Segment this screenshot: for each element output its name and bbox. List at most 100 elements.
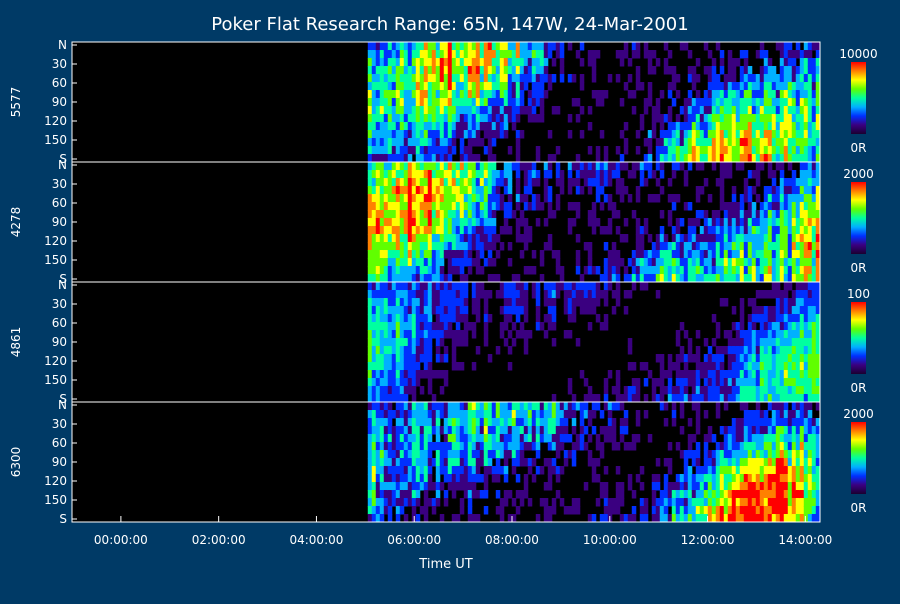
- emission-cell: [767, 354, 773, 363]
- emission-cell: [399, 338, 405, 347]
- emission-cell: [691, 82, 697, 91]
- emission-cell: [459, 82, 465, 91]
- emission-cell: [675, 234, 681, 243]
- emission-cell: [607, 194, 613, 203]
- emission-cell: [635, 66, 641, 75]
- emission-cell: [755, 354, 761, 363]
- emission-cell: [387, 194, 393, 203]
- emission-cell: [559, 170, 565, 179]
- emission-cell: [723, 274, 729, 283]
- emission-cell: [515, 82, 521, 91]
- emission-cell: [703, 466, 709, 475]
- emission-cell: [495, 130, 501, 139]
- emission-cell: [767, 394, 773, 403]
- emission-cell: [723, 226, 729, 235]
- emission-cell: [411, 306, 417, 315]
- emission-cell: [651, 482, 657, 491]
- emission-cell: [647, 130, 653, 139]
- emission-cell: [719, 514, 725, 523]
- emission-cell: [415, 90, 421, 99]
- emission-cell: [515, 130, 521, 139]
- emission-cell: [631, 266, 637, 275]
- emission-cell: [487, 410, 493, 419]
- emission-cell: [743, 114, 749, 123]
- emission-cell: [379, 370, 385, 379]
- emission-cell: [743, 394, 749, 403]
- emission-cell: [371, 514, 377, 523]
- emission-cell: [395, 474, 401, 483]
- emission-cell: [627, 362, 633, 371]
- emission-cell: [463, 186, 469, 195]
- emission-cell: [499, 170, 505, 179]
- emission-cell: [767, 202, 773, 211]
- emission-cell: [551, 282, 557, 291]
- emission-cell: [579, 74, 585, 83]
- emission-cell: [779, 194, 785, 203]
- emission-cell: [811, 322, 817, 331]
- emission-cell: [463, 298, 469, 307]
- emission-cell: [595, 434, 601, 443]
- emission-cell: [507, 330, 513, 339]
- emission-cell: [707, 82, 713, 91]
- emission-cell: [647, 274, 653, 283]
- emission-cell: [767, 346, 773, 355]
- emission-cell: [519, 58, 525, 67]
- emission-cell: [423, 338, 429, 347]
- emission-cell: [767, 242, 773, 251]
- emission-cell: [791, 178, 797, 187]
- emission-cell: [691, 258, 697, 267]
- emission-cell: [475, 250, 481, 259]
- emission-cell: [623, 426, 629, 435]
- emission-cell: [483, 442, 489, 451]
- emission-cell: [743, 418, 749, 427]
- emission-cell: [719, 498, 725, 507]
- emission-cell: [651, 242, 657, 251]
- emission-cell: [667, 266, 673, 275]
- emission-cell: [427, 114, 433, 123]
- emission-cell: [471, 306, 477, 315]
- emission-cell: [379, 290, 385, 299]
- emission-cell: [439, 82, 445, 91]
- emission-cell: [479, 50, 485, 59]
- emission-cell: [503, 66, 509, 75]
- emission-cell: [443, 90, 449, 99]
- emission-cell: [659, 402, 665, 411]
- emission-cell: [531, 282, 537, 291]
- emission-cell: [763, 50, 769, 59]
- emission-cell: [511, 282, 517, 291]
- emission-cell: [447, 74, 453, 83]
- emission-cell: [367, 290, 373, 299]
- emission-cell: [775, 210, 781, 219]
- emission-cell: [763, 306, 769, 315]
- emission-cell: [399, 114, 405, 123]
- emission-cell: [627, 274, 633, 283]
- emission-cell: [663, 154, 669, 163]
- emission-cell: [779, 98, 785, 107]
- emission-cell: [767, 258, 773, 267]
- emission-cell: [715, 474, 721, 483]
- emission-cell: [787, 178, 793, 187]
- emission-cell: [779, 114, 785, 123]
- emission-cell: [743, 346, 749, 355]
- emission-cell: [607, 370, 613, 379]
- emission-cell: [747, 426, 753, 435]
- emission-cell: [567, 282, 573, 291]
- emission-cell: [403, 346, 409, 355]
- emission-cell: [743, 506, 749, 515]
- emission-cell: [431, 282, 437, 291]
- emission-cell: [527, 410, 533, 419]
- emission-cell: [543, 314, 549, 323]
- emission-cell: [799, 178, 805, 187]
- emission-cell: [439, 114, 445, 123]
- emission-cell: [655, 258, 661, 267]
- emission-cell: [423, 490, 429, 499]
- emission-cell: [523, 338, 529, 347]
- emission-cell: [759, 242, 765, 251]
- emission-cell: [435, 466, 441, 475]
- emission-cell: [751, 330, 757, 339]
- emission-cell: [403, 370, 409, 379]
- emission-cell: [419, 458, 425, 467]
- emission-cell: [383, 354, 389, 363]
- emission-cell: [475, 98, 481, 107]
- emission-cell: [679, 130, 685, 139]
